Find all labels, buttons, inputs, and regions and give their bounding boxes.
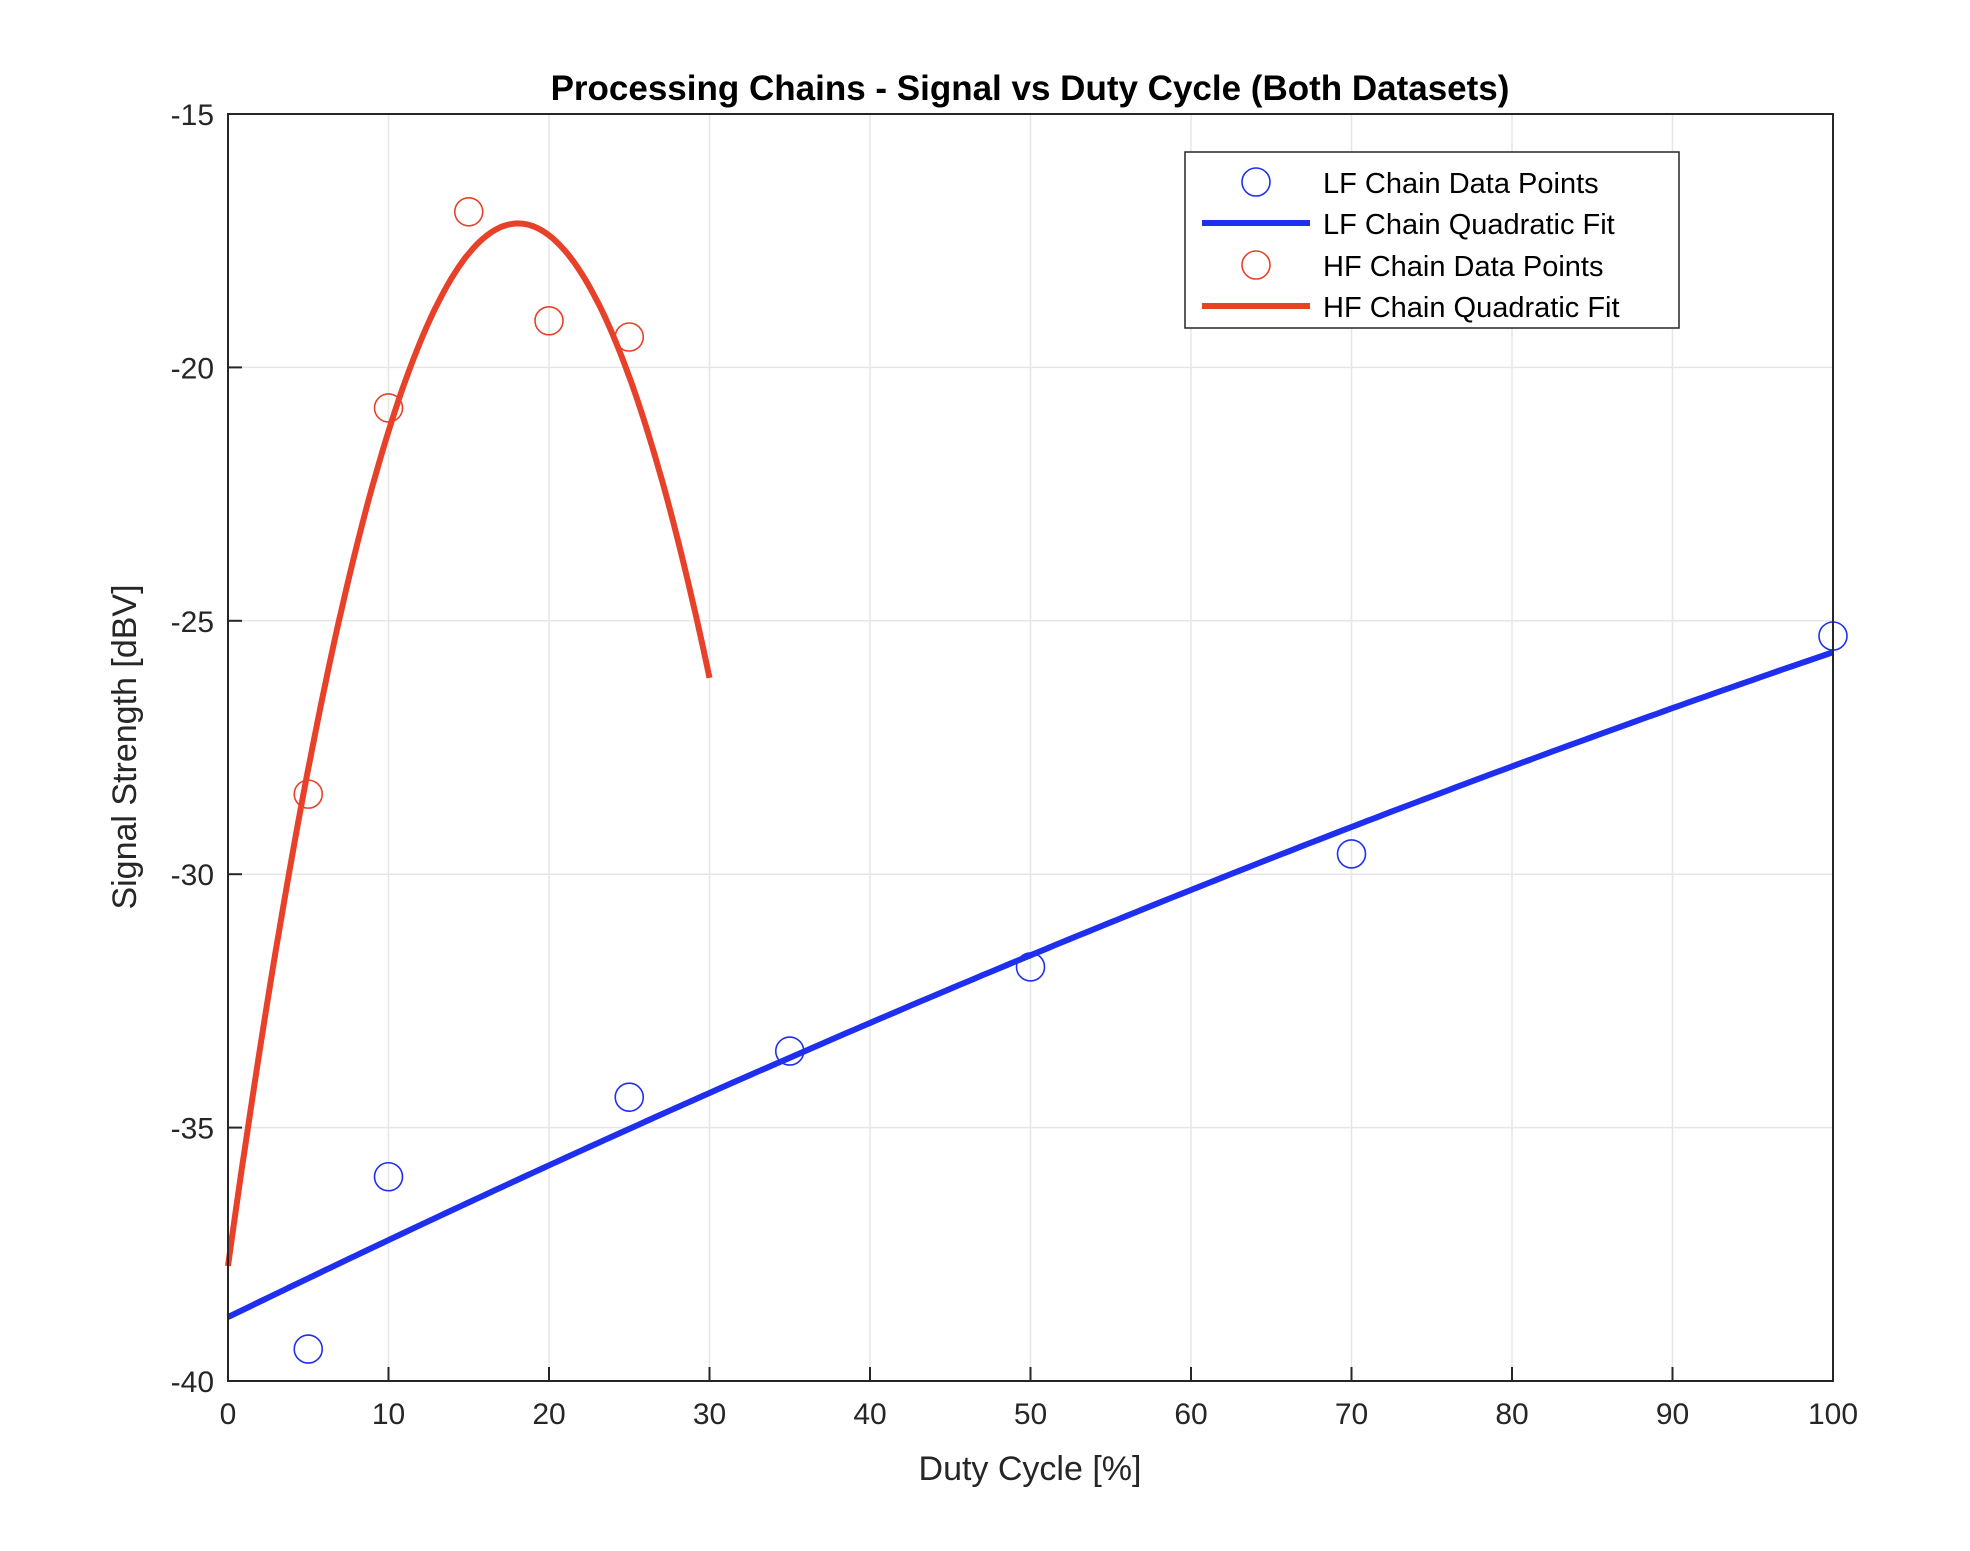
y-tick-label: -25 bbox=[171, 606, 214, 639]
data-point-marker bbox=[774, 1036, 805, 1066]
x-tick-label: 70 bbox=[1335, 1398, 1368, 1431]
data-point-marker bbox=[1015, 952, 1046, 982]
lf-chain-quadratic-fit-line bbox=[226, 649, 1834, 1320]
chart-title: Processing Chains - Signal vs Duty Cycle… bbox=[551, 69, 1510, 108]
x-tick-label: 0 bbox=[220, 1398, 237, 1431]
y-tick-label: -30 bbox=[171, 859, 214, 892]
y-tick-label: -20 bbox=[171, 352, 214, 385]
legend-label: LF Chain Quadratic Fit bbox=[1323, 209, 1615, 241]
data-point-marker bbox=[293, 779, 324, 809]
x-tick-label: 50 bbox=[1014, 1398, 1047, 1431]
x-tick-label: 20 bbox=[532, 1398, 565, 1431]
x-tick-label: 10 bbox=[372, 1398, 405, 1431]
x-tick-label: 30 bbox=[693, 1398, 726, 1431]
data-point-marker bbox=[373, 1161, 404, 1192]
hf-chain-quadratic-fit-line bbox=[225, 220, 713, 1267]
x-tick-label: 60 bbox=[1174, 1398, 1207, 1431]
legend-label: LF Chain Data Points bbox=[1323, 168, 1599, 200]
data-point-marker bbox=[1336, 839, 1367, 869]
legend-box bbox=[1184, 151, 1680, 329]
data-point-marker bbox=[534, 305, 564, 336]
legend-marker-icon bbox=[1241, 167, 1271, 197]
y-tick-label: -40 bbox=[171, 1366, 214, 1399]
data-point-marker bbox=[373, 393, 404, 423]
data-point-marker bbox=[453, 197, 484, 227]
plot-series bbox=[225, 197, 1848, 1364]
y-tick-label: -15 bbox=[171, 99, 214, 132]
x-tick-label: 80 bbox=[1495, 1398, 1528, 1431]
x-tick-label: 90 bbox=[1656, 1398, 1689, 1431]
x-tick-label: 40 bbox=[853, 1398, 886, 1431]
legend-label: HF Chain Quadratic Fit bbox=[1323, 292, 1620, 324]
y-tick-label: -35 bbox=[171, 1113, 214, 1146]
y-axis-label: Signal Strength [dBV] bbox=[106, 584, 144, 909]
legend: LF Chain Data Points LF Chain Quadratic F… bbox=[1184, 151, 1680, 329]
legend-label: HF Chain Data Points bbox=[1323, 251, 1603, 283]
data-point-marker bbox=[614, 1082, 645, 1112]
axis-ticks: 0 10 20 30 40 50 60 70 80 90 100 -40 -35 -30 -25 -20 -15 bbox=[171, 99, 1858, 1431]
legend-marker-icon bbox=[1241, 250, 1271, 280]
data-point-marker bbox=[614, 322, 645, 352]
data-point-marker bbox=[293, 1334, 324, 1364]
x-axis-label: Duty Cycle [%] bbox=[919, 1450, 1142, 1488]
x-tick-label: 100 bbox=[1808, 1398, 1858, 1431]
